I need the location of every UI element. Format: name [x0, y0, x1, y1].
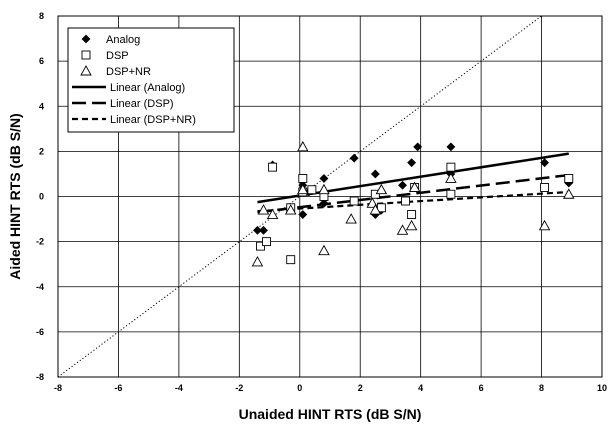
point-dsp: [256, 241, 265, 251]
point-dsp-nr: [251, 256, 264, 267]
legend-label-dsp-nr: DSP+NR: [106, 66, 151, 78]
legend-label-linear-dsp: Linear (DSP): [110, 98, 174, 110]
point-dsp: [540, 183, 550, 192]
x-tick-label: -4: [175, 383, 183, 393]
point-dsp: [349, 196, 359, 206]
point-dsp-nr: [257, 204, 270, 215]
point-dsp: [307, 185, 317, 195]
point-analog: [298, 210, 308, 219]
y-tick-label: -4: [36, 282, 44, 292]
y-tick-label: 8: [39, 11, 44, 21]
y-tick-label: -8: [36, 372, 44, 382]
legend-label-linear-dsp-nr: Linear (DSP+NR): [110, 114, 196, 126]
x-tick-label: -2: [235, 383, 243, 393]
legend-box: [67, 27, 235, 133]
point-dsp: [262, 237, 271, 247]
point-analog: [413, 142, 423, 152]
point-dsp: [564, 173, 574, 183]
y-axis-title: Aided HINT RTS (dB S/N): [7, 113, 23, 279]
y-tick-label: -2: [36, 237, 44, 247]
x-tick-label: 10: [597, 383, 607, 393]
x-tick-label: 6: [479, 383, 484, 393]
point-dsp-nr: [366, 197, 379, 208]
legend-marker-dsp-nr: [80, 65, 92, 76]
x-axis-title: Unaided HINT RTS (dB S/N): [239, 406, 422, 422]
legend-marker-analog: [81, 34, 91, 44]
x-tick-label: 2: [358, 383, 363, 393]
x-tick-label: 4: [418, 383, 423, 393]
point-analog: [259, 225, 268, 235]
y-tick-labels: -8 -6 -4 -2 0 2 4 6 8: [36, 11, 44, 382]
point-dsp: [298, 173, 308, 183]
point-dsp-nr: [562, 188, 575, 199]
point-dsp-nr: [375, 183, 388, 195]
y-tick-label: 4: [39, 101, 44, 111]
point-dsp: [446, 189, 456, 199]
point-dsp-nr: [297, 140, 309, 152]
x-tick-label: -6: [114, 383, 122, 393]
point-dsp-nr: [538, 219, 551, 231]
point-dsp-nr: [284, 204, 297, 215]
point-dsp-nr: [369, 204, 382, 215]
point-dsp: [446, 162, 456, 172]
point-dsp-nr: [297, 183, 309, 195]
point-analog: [349, 153, 359, 163]
x-tick-label: 8: [539, 383, 544, 393]
y-tick-label: -6: [36, 327, 44, 337]
point-dsp-nr: [405, 219, 418, 231]
point-analog: [407, 158, 417, 168]
point-dsp: [407, 210, 417, 220]
point-dsp: [286, 255, 296, 265]
data-points: [251, 140, 575, 267]
point-dsp-nr: [318, 183, 330, 195]
trend-line-linear-dsp-nr: [257, 190, 569, 213]
point-analog: [370, 169, 380, 179]
point-dsp-nr: [318, 244, 330, 256]
point-dsp-nr: [345, 213, 357, 224]
trend-line-linear-dsp: [257, 173, 569, 214]
legend-label-analog: Analog: [106, 34, 140, 46]
y-tick-label: 6: [39, 56, 44, 66]
plot-border: [57, 15, 603, 378]
legend-marker-dsp: [81, 50, 91, 60]
point-dsp-nr: [396, 224, 409, 235]
point-analog: [319, 174, 329, 183]
x-tick-label: 0: [297, 383, 302, 393]
point-dsp-nr: [445, 172, 457, 183]
x-tick-label: -8: [54, 383, 62, 393]
point-analog: [253, 225, 262, 235]
point-dsp-nr: [266, 208, 279, 220]
point-analog: [319, 198, 329, 208]
point-dsp: [376, 203, 386, 213]
y-tick-label: 0: [39, 192, 44, 202]
legend-label-dsp: DSP: [106, 50, 129, 62]
x-tick-labels: -8 -6 -4 -2 0 2 4 6 8 10: [54, 383, 607, 393]
point-analog: [540, 158, 550, 168]
point-dsp: [268, 162, 278, 172]
legend-label-linear-analog: Linear (Analog): [110, 82, 185, 94]
point-dsp-nr: [408, 181, 421, 192]
point-dsp: [401, 196, 411, 206]
point-analog: [398, 180, 407, 190]
point-analog: [446, 142, 456, 152]
y-tick-label: 2: [39, 146, 44, 156]
legend: Analog DSP DSP+NR Linear (Analog) Linear (DS…: [67, 27, 235, 133]
point-dsp: [370, 189, 380, 199]
